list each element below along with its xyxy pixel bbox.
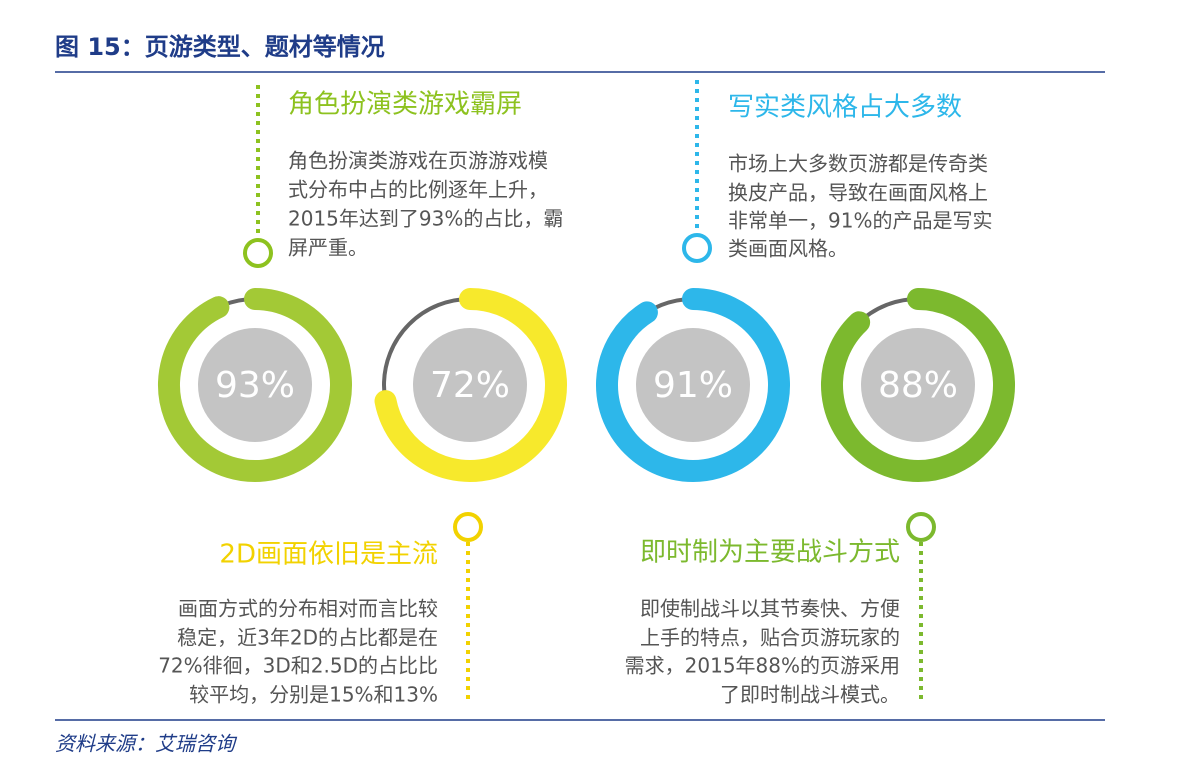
callout-text: 稳定，近3年2D的占比都是在 xyxy=(177,626,438,650)
callout-heading: 2D画面依旧是主流 xyxy=(219,540,438,570)
callout-text: 式分布中占的比例逐年上升， xyxy=(288,178,548,202)
figure-title: 图 15：页游类型、题材等情况 xyxy=(55,33,385,61)
callout-text: 画面方式的分布相对而言比较 xyxy=(178,597,438,621)
callout-text: 72%徘徊，3D和2.5D的占比比 xyxy=(158,654,438,678)
callout-heading: 角色扮演类游戏霸屏 xyxy=(288,90,522,120)
callout-text: 即使制战斗以其节奏快、方便 xyxy=(640,597,900,621)
donut-center xyxy=(861,328,975,442)
donut-center xyxy=(413,328,527,442)
donut-arc xyxy=(158,288,352,482)
callout-text: 换皮产品，导致在画面风格上 xyxy=(728,181,988,205)
donut-arc xyxy=(596,288,790,482)
donut-arc xyxy=(821,288,1015,482)
callout-text: 上手的特点，贴合页游玩家的 xyxy=(640,626,900,650)
callout-text: 2015年达到了93%的占比，霸 xyxy=(288,207,563,231)
donut-label: 88% xyxy=(878,365,958,406)
donut-center xyxy=(198,328,312,442)
connector-ring xyxy=(243,238,273,268)
callout-text: 类画面风格。 xyxy=(728,237,848,261)
callout-heading: 即时制为主要战斗方式 xyxy=(640,538,900,568)
donut-label: 72% xyxy=(430,365,510,406)
connector-ring xyxy=(682,233,712,263)
callout-text: 市场上大多数页游都是传奇类 xyxy=(728,152,988,176)
callout-heading: 写实类风格占大多数 xyxy=(728,93,962,123)
callout-text: 了即时制战斗模式。 xyxy=(720,683,900,707)
callout-text: 角色扮演类游戏在页游游戏模 xyxy=(288,149,548,173)
source-note: 资料来源：艾瑞咨询 xyxy=(55,732,238,756)
callout-text: 需求，2015年88%的页游采用 xyxy=(625,654,900,678)
donut-arc xyxy=(374,288,567,482)
donut-label: 93% xyxy=(215,365,295,406)
callout-text: 较平均，分别是15%和13% xyxy=(189,683,438,707)
callout-text: 非常单一，91%的产品是写实 xyxy=(728,209,992,233)
connector-ring xyxy=(906,512,936,542)
connector-ring xyxy=(453,512,483,542)
donut-center xyxy=(636,328,750,442)
donut-label: 91% xyxy=(653,365,733,406)
callout-text: 屏严重。 xyxy=(288,236,368,260)
